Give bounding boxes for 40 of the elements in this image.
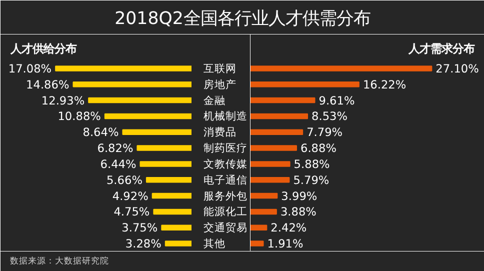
data-label: 6.82% [97,141,134,156]
data-label: 5.79% [293,172,330,187]
y-tick-label: 互联网 [204,62,236,75]
y-tick-label: 金融 [204,94,226,107]
data-label: 3.75% [122,220,158,235]
data-label: 9.61% [318,93,355,108]
data-label: 3.88% [280,204,317,219]
data-label: 4.75% [114,204,150,219]
data-label: 17.08% [8,61,52,76]
data-label: 7.79% [306,125,343,140]
data-label: 5.88% [294,156,330,171]
source-note: 数据来源：大数据研究院 [10,256,110,266]
data-label: 2.42% [270,220,307,235]
data-label: 14.86% [26,77,70,92]
y-tick-label: 制药医疗 [204,142,248,155]
y-tick-label: 房地产 [204,78,236,91]
data-label: 8.53% [312,109,348,124]
y-tick-label: 能源化工 [204,205,248,218]
data-label: 27.10% [436,61,480,76]
data-label: 8.64% [82,125,119,140]
chart-subtitle: 人才需求分布 [408,42,474,56]
data-label: 6.44% [100,156,136,171]
y-tick-label: 交通贸易 [204,221,248,234]
y-tick-label: 机械制造 [204,110,248,123]
y-tick-label: 其他 [204,237,226,250]
data-label: 10.88% [58,109,102,124]
y-tick-label: 消费品 [204,126,236,139]
text: 2018Q2全国各行业人才供需分布 [114,9,370,30]
data-label: 3.99% [281,188,318,203]
y-tick-label: 服务外包 [204,189,248,202]
data-label: 6.88% [300,141,337,156]
data-label: 3.28% [125,236,162,251]
data-label: 4.92% [112,188,149,203]
chart-subtitle: 人才供给分布 [10,42,76,56]
data-label: 16.22% [362,77,406,92]
data-label: 5.66% [106,172,143,187]
data-label: 1.91% [267,236,304,251]
y-tick-label: 文教传媒 [204,157,248,170]
y-tick-label: 电子通信 [204,173,248,186]
data-label: 12.93% [41,93,85,108]
